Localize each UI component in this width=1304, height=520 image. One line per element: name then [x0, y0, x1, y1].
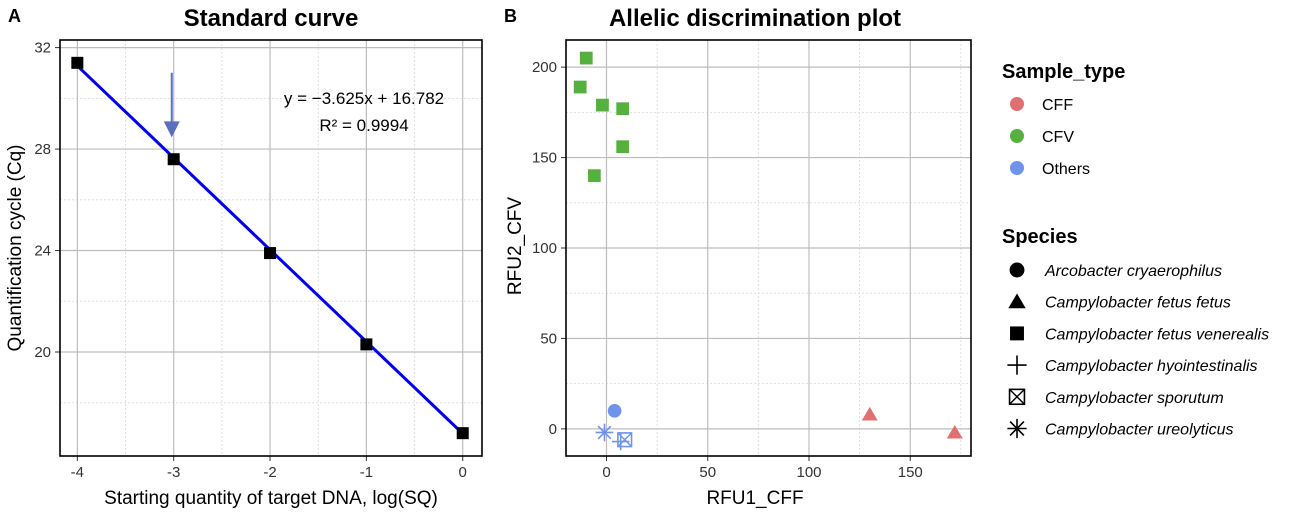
- legend-swatch-others: [1010, 161, 1024, 175]
- a-x-tick-label: 0: [459, 464, 467, 481]
- data-point-asterisk: [595, 423, 614, 442]
- legend-label-cff: CFF: [1042, 97, 1073, 114]
- a-y-tick-label: 28: [34, 141, 51, 158]
- a-x-tick-label: -4: [71, 464, 84, 481]
- data-point: [167, 153, 180, 166]
- b-y-tick-label: 50: [540, 330, 557, 347]
- data-point-boxx: [617, 432, 633, 448]
- b-y-tick-label: 0: [549, 421, 557, 438]
- b-y-tick-label: 150: [532, 150, 557, 167]
- legend-species-label: Campylobacter fetus fetus: [1045, 295, 1231, 312]
- legend-shape-boxx: [1008, 388, 1026, 406]
- legend-shape-triangle: [1008, 293, 1026, 309]
- data-point-square: [573, 80, 587, 94]
- chart-b-title: Allelic discrimination plot: [609, 5, 901, 32]
- data-point: [264, 247, 277, 260]
- allelic-discrimination-plot: 0 50 100 150 0 50 100 150 200: [532, 39, 972, 481]
- legend-shape-asterisk: [1007, 418, 1027, 439]
- legend-sample-type-title: Sample_type: [1002, 61, 1125, 83]
- legend-label-cfv: CFV: [1042, 129, 1074, 146]
- b-x-tick-label: 150: [898, 464, 923, 481]
- fit-equation: y = −3.625x + 16.782: [284, 89, 444, 108]
- panel-b-letter: B: [504, 6, 517, 26]
- data-point-triangle: [861, 406, 878, 421]
- standard-curve-plot: -4 -3 -2 -1 0 20 24 28 32: [34, 39, 483, 481]
- data-point: [360, 338, 373, 351]
- a-x-tick-label: -3: [167, 464, 180, 481]
- chart-b-ylabel: RFU2_CFV: [505, 197, 526, 296]
- legend-species-label: Campylobacter ureolyticus: [1045, 422, 1234, 439]
- a-x-tick-label: -1: [360, 464, 373, 481]
- legend-shape-plus: [1007, 355, 1027, 375]
- arrow-marker-head: [163, 121, 180, 138]
- data-point-square: [587, 169, 601, 183]
- legend-label-others: Others: [1042, 161, 1090, 178]
- data-point-square: [616, 102, 630, 116]
- b-y-tick-label: 100: [532, 240, 557, 257]
- b-x-tick-label: 0: [602, 464, 610, 481]
- data-point-triangle: [946, 424, 963, 439]
- legend-swatch-cff: [1010, 97, 1024, 111]
- data-point: [71, 56, 84, 69]
- legend-species-title: Species: [1002, 226, 1078, 248]
- legend-species-label: Campylobacter sporutum: [1045, 390, 1224, 407]
- data-point-circle: [607, 403, 622, 418]
- a-panel-border: [59, 39, 483, 457]
- chart-a-xlabel: Starting quantity of target DNA, log(SQ): [104, 488, 438, 509]
- data-point-square: [579, 51, 593, 65]
- b-panel-border: [565, 39, 972, 457]
- legend-shape-circle: [1009, 262, 1025, 278]
- chart-a-title: Standard curve: [184, 5, 359, 32]
- legend-swatch-cfv: [1010, 129, 1024, 143]
- chart-a-ylabel: Quantification cycle (Cq): [5, 145, 26, 352]
- legend-shape-square: [1010, 326, 1024, 341]
- legend-species-label: Campylobacter hyointestinalis: [1045, 358, 1258, 375]
- a-x-tick-label: -2: [263, 464, 276, 481]
- b-y-tick-label: 200: [532, 59, 557, 76]
- data-point-square: [596, 98, 609, 112]
- a-y-tick-label: 32: [34, 40, 51, 57]
- chart-b-xlabel: RFU1_CFF: [706, 488, 803, 509]
- legend-species-label: Campylobacter fetus venerealis: [1045, 326, 1269, 343]
- legend: Sample_type CFF CFV Others Species Arcobacter…: [1002, 61, 1269, 439]
- panel-a-letter: A: [8, 6, 21, 26]
- data-point: [456, 427, 469, 440]
- a-y-tick-label: 24: [34, 243, 51, 260]
- data-point-square: [616, 140, 630, 154]
- a-y-tick-label: 20: [34, 344, 51, 361]
- legend-species-label: Arcobacter cryaerophilus: [1044, 263, 1222, 280]
- b-x-tick-label: 50: [699, 464, 716, 481]
- b-x-tick-label: 100: [796, 464, 821, 481]
- fit-r-squared: R² = 0.9994: [319, 116, 408, 135]
